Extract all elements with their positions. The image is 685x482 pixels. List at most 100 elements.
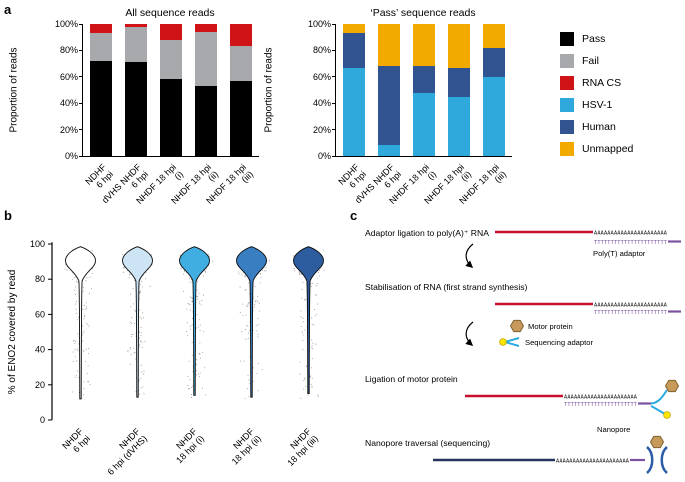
poly-t-adaptor-label: Poly(T) adaptor bbox=[593, 249, 646, 258]
read-point bbox=[130, 293, 132, 295]
read-point bbox=[140, 341, 142, 343]
read-point bbox=[247, 325, 249, 327]
read-point bbox=[315, 285, 317, 287]
y-tick-mark bbox=[79, 102, 83, 104]
read-point bbox=[190, 394, 193, 396]
read-point bbox=[304, 378, 306, 380]
legend-swatch bbox=[560, 54, 574, 68]
read-point bbox=[77, 350, 79, 352]
read-point bbox=[86, 277, 88, 279]
read-point bbox=[199, 342, 201, 344]
read-point bbox=[191, 300, 193, 302]
read-point bbox=[302, 349, 304, 351]
read-point bbox=[74, 294, 77, 296]
read-point bbox=[192, 385, 194, 387]
y-tick-mark bbox=[79, 23, 83, 25]
read-point bbox=[141, 286, 143, 288]
bar-segment-human bbox=[342, 33, 365, 68]
read-point bbox=[254, 304, 256, 306]
y-tick-label: 40% bbox=[59, 98, 78, 109]
read-point bbox=[75, 300, 78, 303]
read-point bbox=[64, 264, 67, 266]
read-point bbox=[253, 306, 256, 308]
read-point bbox=[82, 332, 84, 334]
read-point bbox=[198, 373, 200, 375]
read-point bbox=[84, 315, 86, 318]
read-point bbox=[312, 348, 314, 350]
y-axis-label: Proportion of reads bbox=[263, 47, 275, 133]
read-point bbox=[244, 397, 246, 399]
read-point bbox=[88, 293, 90, 295]
read-point bbox=[83, 304, 85, 306]
read-point bbox=[257, 336, 259, 338]
bar-segment-rna-cs bbox=[89, 24, 112, 34]
read-point bbox=[76, 333, 79, 335]
read-point bbox=[82, 340, 84, 342]
read-point bbox=[134, 309, 136, 311]
read-point bbox=[187, 302, 189, 304]
read-point bbox=[198, 292, 200, 294]
poly-t-sequence: TTTTTTTTTTTTTTTTTTTTTT bbox=[594, 310, 667, 316]
read-point bbox=[298, 271, 300, 273]
read-point bbox=[132, 303, 134, 305]
read-point bbox=[138, 297, 141, 299]
read-point bbox=[71, 278, 73, 281]
read-point bbox=[249, 383, 251, 385]
read-point bbox=[140, 334, 142, 337]
y-tick-label: 100% bbox=[54, 19, 78, 29]
y-tick-mark bbox=[79, 129, 83, 131]
read-point bbox=[139, 291, 141, 293]
read-point bbox=[141, 371, 143, 373]
bar-segment-human bbox=[413, 66, 435, 93]
violin-body bbox=[122, 246, 153, 398]
read-point bbox=[72, 351, 74, 353]
read-point bbox=[316, 282, 318, 284]
read-point bbox=[315, 294, 317, 296]
panel-b-label: b bbox=[4, 208, 12, 223]
read-point bbox=[239, 360, 242, 362]
bar-segment-human bbox=[483, 47, 506, 77]
legend-label: Unmapped bbox=[582, 143, 634, 155]
read-point bbox=[83, 351, 85, 353]
read-point bbox=[76, 370, 79, 372]
read-point bbox=[83, 394, 85, 396]
read-point bbox=[138, 346, 140, 348]
step-2-title: Stabilisation of RNA (first strand synth… bbox=[365, 282, 528, 292]
read-point bbox=[202, 294, 205, 296]
read-point bbox=[183, 273, 185, 275]
bar-segment-human bbox=[377, 66, 400, 146]
eno2-coverage-violin-plot: 0 20 40 60 80 100 % of ENO2 covered by read NHD… bbox=[7, 239, 325, 477]
read-point bbox=[195, 370, 198, 372]
violin-1 bbox=[64, 246, 96, 400]
read-point bbox=[248, 302, 250, 304]
legend-item-hsv-1: HSV-1 bbox=[560, 98, 633, 112]
read-point bbox=[82, 290, 84, 292]
b-y-tick-label: 20 bbox=[35, 380, 45, 390]
step-1-title: Adaptor ligation to poly(A)⁺ RNA bbox=[365, 228, 489, 238]
read-point bbox=[183, 271, 185, 273]
read-point bbox=[83, 388, 85, 390]
read-point bbox=[305, 365, 307, 367]
read-point bbox=[138, 331, 140, 333]
nanopore-label: Nanopore bbox=[597, 425, 630, 434]
read-point bbox=[123, 267, 125, 269]
read-point bbox=[74, 356, 76, 358]
read-point bbox=[129, 348, 131, 350]
read-point bbox=[311, 317, 313, 319]
legend-item-fail: Fail bbox=[560, 54, 633, 68]
bar-segment-hsv-1 bbox=[342, 67, 365, 156]
read-point bbox=[122, 254, 124, 256]
bar-segment-hsv-1 bbox=[413, 92, 435, 156]
read-point bbox=[81, 308, 83, 310]
read-point bbox=[265, 267, 267, 269]
b-x-category-label: NHDF18 hpi (ii) bbox=[223, 426, 264, 467]
read-point bbox=[196, 295, 198, 297]
legend-label: Fail bbox=[582, 55, 599, 67]
read-point bbox=[317, 394, 319, 396]
read-point bbox=[317, 271, 320, 273]
bar-segment-unmapped bbox=[377, 24, 400, 67]
read-point bbox=[318, 269, 320, 272]
read-point bbox=[199, 353, 201, 355]
read-point bbox=[199, 357, 201, 359]
violin-3 bbox=[179, 246, 214, 399]
